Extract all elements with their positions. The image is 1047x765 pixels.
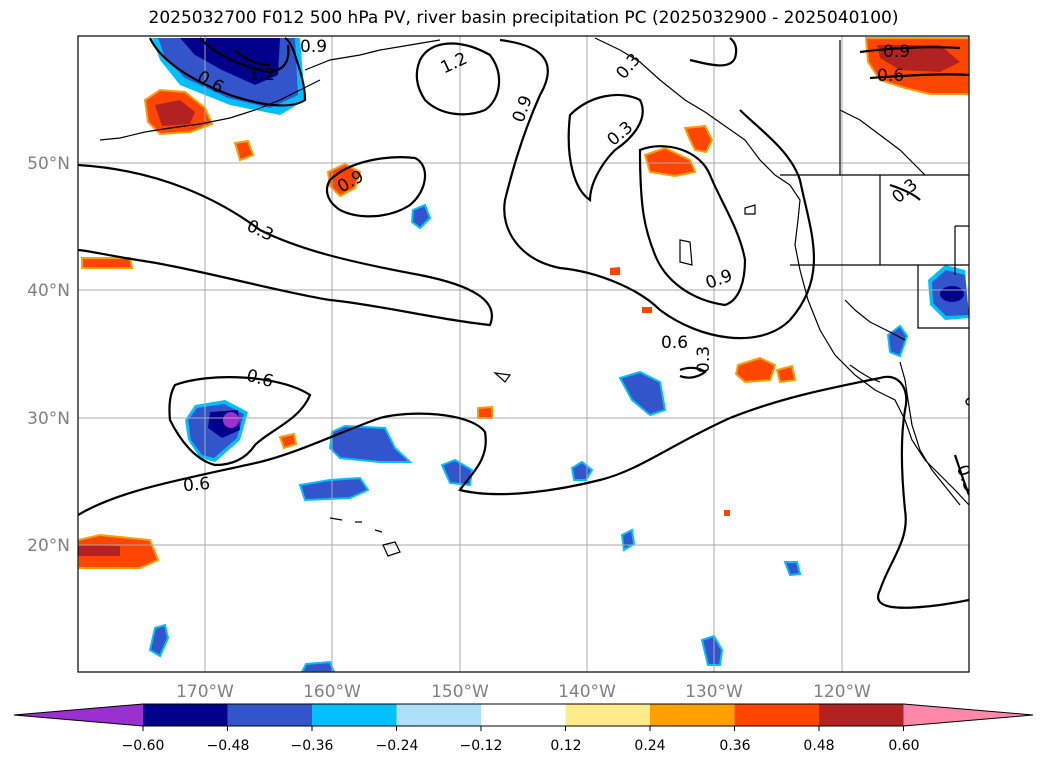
contour-label: 0.6 (182, 474, 211, 496)
lon-label: 120°W (813, 682, 871, 702)
colorbar-tick-label: 0.12 (550, 738, 581, 754)
colorbar-tick-label: 0.24 (634, 738, 665, 754)
contour-label: 0.6 (244, 366, 275, 392)
colorbar-swatch (565, 704, 651, 726)
map-title: 2025032700 F012 500 hPa PV, river basin … (148, 8, 899, 28)
contour-label: 0.3 (612, 50, 645, 84)
colorbar-tick-label: 0.60 (888, 738, 919, 754)
contour-label: 0.6 (959, 393, 987, 425)
colorbar-extend-low (14, 704, 143, 726)
contour-label: 0.9 (509, 93, 537, 125)
negative-precip-areas (148, 38, 969, 672)
lat-labels: 50°N 40°N 30°N 20°N (27, 154, 70, 556)
colorbar-tick-label: 0.36 (719, 738, 750, 754)
coastlines (99, 37, 969, 557)
contour-label: 0.6 (877, 66, 904, 86)
colorbar-swatch (312, 704, 397, 726)
graticule (78, 36, 969, 672)
colorbar-tick-label: −0.60 (122, 738, 165, 754)
contour-label: 0.3 (888, 175, 922, 208)
lon-label: 160°W (303, 682, 361, 702)
colorbar-swatch (396, 704, 482, 726)
pv-contours (78, 37, 969, 609)
contour-label: 1.2 (248, 65, 275, 85)
map-frame (77, 35, 970, 673)
colorbar-tick-label: −0.24 (376, 738, 419, 754)
lat-label: 20°N (27, 536, 70, 556)
lat-label: 30°N (27, 409, 70, 429)
contour-label: 0.3 (694, 346, 714, 373)
colorbar-swatch (650, 704, 735, 726)
colorbar-tick-label: −0.48 (207, 738, 250, 754)
colorbar-swatch (819, 704, 904, 726)
colorbar-ticks: −0.60 −0.48 −0.36 −0.24 −0.12 0.12 0.24 … (122, 738, 920, 754)
contour-label: 0.6 (661, 333, 688, 353)
colorbar-swatch (481, 704, 566, 726)
contour-label: 0.3 (952, 462, 980, 494)
contour-label: 0.9 (883, 42, 910, 62)
contour-labels: 0.6 1.2 0.9 1.2 0.9 0.3 0.3 0.9 0.3 0.9 … (182, 37, 987, 496)
lon-labels: 170°W 160°W 150°W 140°W 130°W 120°W (176, 682, 871, 702)
lon-label: 140°W (558, 682, 616, 702)
contour-label: 0.3 (604, 118, 638, 151)
contour-label: 0.9 (300, 37, 327, 57)
colorbar-swatch (143, 704, 228, 726)
contour-label: 1.2 (438, 49, 471, 79)
lon-label: 150°W (431, 682, 489, 702)
colorbar-swatch (227, 704, 313, 726)
colorbar-tick-label: −0.36 (291, 738, 334, 754)
colorbar-swatch (734, 704, 820, 726)
colorbar (13, 703, 1034, 731)
colorbar-tick-label: −0.12 (460, 738, 503, 754)
positive-precip-areas (78, 37, 969, 569)
lon-label: 170°W (176, 682, 234, 702)
lat-label: 50°N (27, 154, 70, 174)
lon-label: 130°W (685, 682, 743, 702)
colorbar-tick-label: 0.48 (803, 738, 834, 754)
lat-label: 40°N (27, 281, 70, 301)
colorbar-extend-high (903, 704, 1033, 726)
